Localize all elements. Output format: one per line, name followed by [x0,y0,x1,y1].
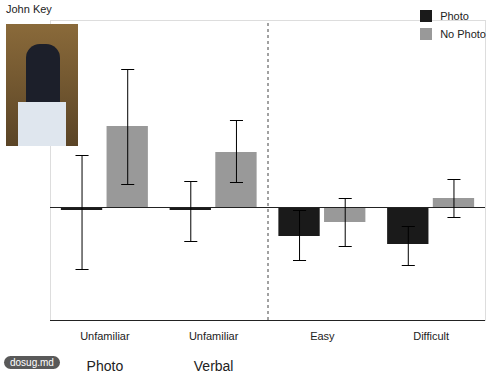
svg-text:Photo: Photo [87,358,124,374]
html-text:No Photo: No Photo [440,28,486,40]
svg-text:Unfamiliar: Unfamiliar [80,330,130,342]
svg-text:Easy: Easy [310,330,335,342]
html-text:John Key: John Key [6,3,52,15]
html-text:Photo: Photo [440,10,469,22]
svg-text:Verbal: Verbal [194,358,234,374]
svg-text:Unfamiliar: Unfamiliar [189,330,239,342]
svg-text:Difficult: Difficult [413,330,449,342]
html-text:dosug.md: dosug.md [10,357,54,368]
